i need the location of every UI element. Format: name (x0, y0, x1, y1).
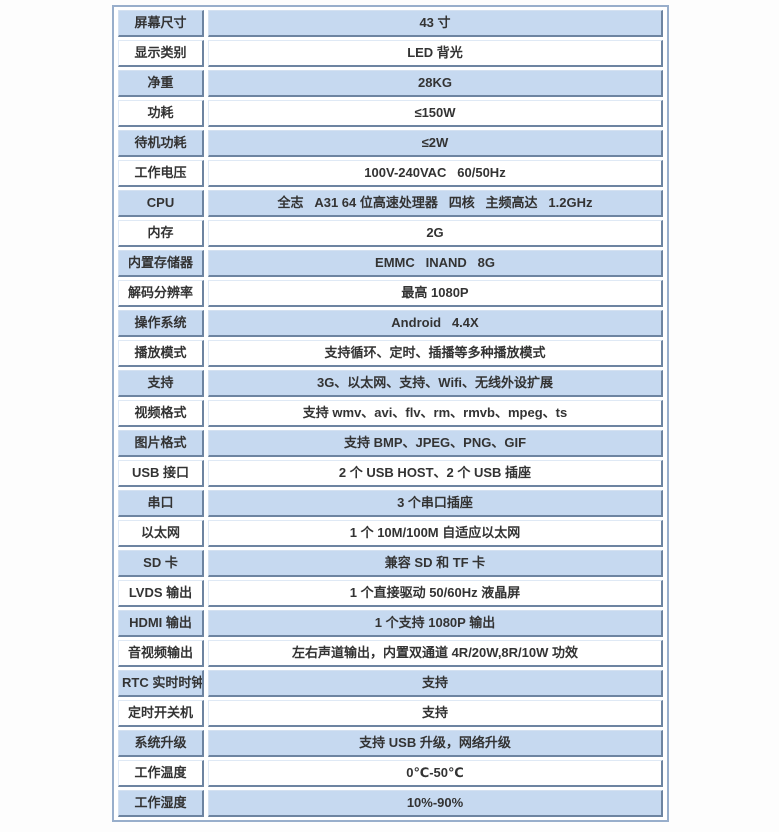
spec-value-cell: EMMC INAND 8G (208, 250, 663, 277)
spec-value-cell: 最高 1080P (208, 280, 663, 307)
spec-value-cell: 支持循环、定时、插播等多种播放模式 (208, 340, 663, 367)
spec-value-cell: 支持 wmv、avi、flv、rm、rmvb、mpeg、ts (208, 400, 663, 427)
spec-value-cell: 2G (208, 220, 663, 247)
spec-label-cell: 内置存储器 (118, 250, 204, 277)
spec-label-cell: 功耗 (118, 100, 204, 127)
spec-label-cell: 屏幕尺寸 (118, 10, 204, 37)
spec-row: 显示类别 LED 背光 (118, 40, 663, 67)
spec-row: SD 卡 兼容 SD 和 TF 卡 (118, 550, 663, 577)
spec-row: 待机功耗 ≤2W (118, 130, 663, 157)
spec-label-cell: 解码分辨率 (118, 280, 204, 307)
spec-value-cell: ≤150W (208, 100, 663, 127)
spec-label-cell: 工作湿度 (118, 790, 204, 817)
spec-row: 视频格式 支持 wmv、avi、flv、rm、rmvb、mpeg、ts (118, 400, 663, 427)
spec-value-cell: 3 个串口插座 (208, 490, 663, 517)
spec-value-cell: Android 4.4X (208, 310, 663, 337)
spec-label-cell: SD 卡 (118, 550, 204, 577)
spec-row: 以太网 1 个 10M/100M 自适应以太网 (118, 520, 663, 547)
spec-row: 功耗 ≤150W (118, 100, 663, 127)
spec-label-cell: RTC 实时时钟 (118, 670, 204, 697)
spec-label-cell: 视频格式 (118, 400, 204, 427)
spec-value-cell: 2 个 USB HOST、2 个 USB 插座 (208, 460, 663, 487)
spec-label-cell: 图片格式 (118, 430, 204, 457)
spec-row: 屏幕尺寸 43 寸 (118, 10, 663, 37)
spec-value-cell: 支持 USB 升级，网络升级 (208, 730, 663, 757)
spec-label-cell: 显示类别 (118, 40, 204, 67)
spec-row: 串口 3 个串口插座 (118, 490, 663, 517)
spec-table: 屏幕尺寸 43 寸 显示类别 LED 背光 净重 28KG 功耗 ≤150W 待… (114, 7, 667, 820)
spec-value-cell: 支持 (208, 670, 663, 697)
spec-row: 支持 3G、以太网、支持、Wifi、无线外设扩展 (118, 370, 663, 397)
spec-label-cell: 串口 (118, 490, 204, 517)
spec-row: 解码分辨率 最高 1080P (118, 280, 663, 307)
spec-value-cell: 43 寸 (208, 10, 663, 37)
spec-row: 内置存储器 EMMC INAND 8G (118, 250, 663, 277)
spec-value-cell: 支持 (208, 700, 663, 727)
spec-label-cell: 工作温度 (118, 760, 204, 787)
spec-value-cell: 全志 A31 64 位高速处理器 四核 主频高达 1.2GHz (208, 190, 663, 217)
spec-label-cell: 工作电压 (118, 160, 204, 187)
spec-label-cell: LVDS 输出 (118, 580, 204, 607)
spec-label-cell: 内存 (118, 220, 204, 247)
spec-row: HDMI 输出 1 个支持 1080P 输出 (118, 610, 663, 637)
spec-label-cell: 待机功耗 (118, 130, 204, 157)
spec-label-cell: 定时开关机 (118, 700, 204, 727)
spec-row: 操作系统 Android 4.4X (118, 310, 663, 337)
spec-value-cell: 1 个支持 1080P 输出 (208, 610, 663, 637)
spec-table-body: 屏幕尺寸 43 寸 显示类别 LED 背光 净重 28KG 功耗 ≤150W 待… (118, 10, 663, 817)
spec-row: 内存 2G (118, 220, 663, 247)
spec-label-cell: 播放模式 (118, 340, 204, 367)
spec-row: 系统升级 支持 USB 升级，网络升级 (118, 730, 663, 757)
spec-label-cell: 音视频输出 (118, 640, 204, 667)
spec-value-cell: LED 背光 (208, 40, 663, 67)
spec-value-cell: 支持 BMP、JPEG、PNG、GIF (208, 430, 663, 457)
spec-label-cell: 操作系统 (118, 310, 204, 337)
spec-label-cell: CPU (118, 190, 204, 217)
spec-label-cell: 净重 (118, 70, 204, 97)
spec-value-cell: 3G、以太网、支持、Wifi、无线外设扩展 (208, 370, 663, 397)
spec-label-cell: 系统升级 (118, 730, 204, 757)
spec-value-cell: 0℃-50℃ (208, 760, 663, 787)
spec-row: RTC 实时时钟 支持 (118, 670, 663, 697)
spec-value-cell: 28KG (208, 70, 663, 97)
spec-row: 音视频输出 左右声道输出，内置双通道 4R/20W,8R/10W 功效 (118, 640, 663, 667)
spec-value-cell: 100V-240VAC 60/50Hz (208, 160, 663, 187)
spec-label-cell: 以太网 (118, 520, 204, 547)
spec-row: 工作电压 100V-240VAC 60/50Hz (118, 160, 663, 187)
spec-row: 工作湿度 10%-90% (118, 790, 663, 817)
spec-value-cell: ≤2W (208, 130, 663, 157)
spec-value-cell: 10%-90% (208, 790, 663, 817)
spec-row: 播放模式 支持循环、定时、插播等多种播放模式 (118, 340, 663, 367)
spec-value-cell: 左右声道输出，内置双通道 4R/20W,8R/10W 功效 (208, 640, 663, 667)
spec-value-cell: 1 个 10M/100M 自适应以太网 (208, 520, 663, 547)
spec-row: 工作温度 0℃-50℃ (118, 760, 663, 787)
spec-label-cell: USB 接口 (118, 460, 204, 487)
spec-row: LVDS 输出 1 个直接驱动 50/60Hz 液晶屏 (118, 580, 663, 607)
spec-value-cell: 1 个直接驱动 50/60Hz 液晶屏 (208, 580, 663, 607)
spec-value-cell: 兼容 SD 和 TF 卡 (208, 550, 663, 577)
spec-label-cell: HDMI 输出 (118, 610, 204, 637)
spec-row: 净重 28KG (118, 70, 663, 97)
spec-row: CPU 全志 A31 64 位高速处理器 四核 主频高达 1.2GHz (118, 190, 663, 217)
spec-row: USB 接口 2 个 USB HOST、2 个 USB 插座 (118, 460, 663, 487)
spec-label-cell: 支持 (118, 370, 204, 397)
spec-row: 图片格式 支持 BMP、JPEG、PNG、GIF (118, 430, 663, 457)
spec-row: 定时开关机 支持 (118, 700, 663, 727)
spec-table-frame: 屏幕尺寸 43 寸 显示类别 LED 背光 净重 28KG 功耗 ≤150W 待… (112, 5, 669, 822)
